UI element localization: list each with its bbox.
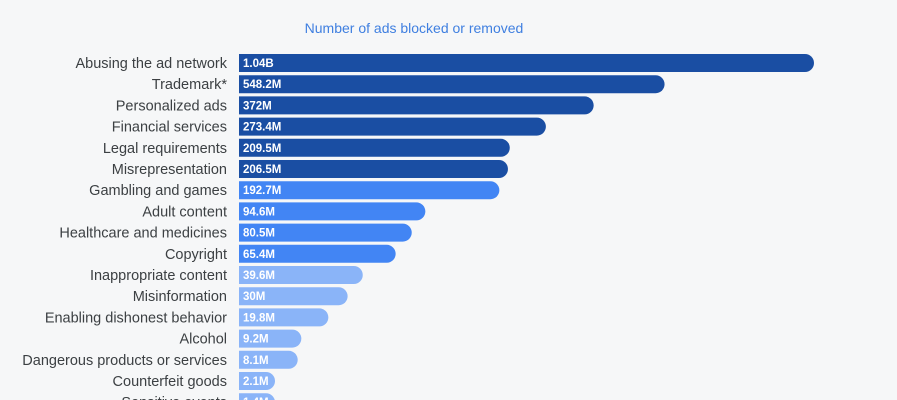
bar-row: Legal requirements 209.5M xyxy=(103,138,510,157)
bar-row: Personalized ads 372M xyxy=(116,96,594,115)
data-label: 30M xyxy=(243,291,265,303)
bar-row: Trademark* 548.2M xyxy=(152,75,665,94)
data-label: 1.04B xyxy=(243,58,274,70)
bar xyxy=(239,244,396,263)
data-label: 65.4M xyxy=(243,249,275,261)
category-label: Adult content xyxy=(142,204,227,220)
bar xyxy=(239,350,298,369)
data-label: 192.7M xyxy=(243,185,281,197)
category-label: Legal requirements xyxy=(103,141,227,157)
data-label: 548.2M xyxy=(243,79,281,91)
category-label: Misrepresentation xyxy=(112,162,227,178)
bar xyxy=(239,202,426,221)
category-label: Dangerous products or services xyxy=(22,353,227,369)
bar xyxy=(239,266,363,284)
data-label: 2.1M xyxy=(243,376,269,388)
bar xyxy=(239,117,546,136)
bar-row: Counterfeit goods 2.1M xyxy=(113,372,275,390)
category-label: Trademark* xyxy=(152,77,228,93)
bar xyxy=(239,393,275,400)
bar-row: Sensitive events 1.4M xyxy=(121,393,275,400)
bar-row: Inappropriate content 39.6M xyxy=(90,266,363,284)
category-label: Misinformation xyxy=(133,289,227,305)
bar-row: Adult content 94.6M xyxy=(142,202,426,221)
category-label: Healthcare and medicines xyxy=(59,226,227,242)
bar-row: Dangerous products or services 8.1M xyxy=(22,350,298,369)
bar xyxy=(239,75,665,94)
bar xyxy=(239,96,594,115)
bar xyxy=(239,223,412,242)
category-label: Abusing the ad network xyxy=(75,56,227,72)
data-label: 372M xyxy=(243,100,272,112)
data-label: 1.4M xyxy=(243,397,269,400)
bar-row: Alcohol 9.2M xyxy=(179,329,302,348)
data-label: 19.8M xyxy=(243,312,275,324)
bar xyxy=(239,160,508,178)
bar xyxy=(239,329,302,348)
category-label: Enabling dishonest behavior xyxy=(45,310,227,326)
bar xyxy=(239,181,500,200)
data-label: 94.6M xyxy=(243,206,275,218)
bar xyxy=(239,372,275,390)
bar-row: Abusing the ad network 1.04B xyxy=(75,54,814,72)
category-label: Sensitive events xyxy=(121,395,227,400)
category-label: Alcohol xyxy=(179,332,227,348)
category-label: Counterfeit goods xyxy=(113,374,227,390)
bar xyxy=(239,287,348,306)
chart-title: Number of ads blocked or removed xyxy=(305,20,524,36)
bar-row: Healthcare and medicines 80.5M xyxy=(59,223,412,242)
category-label: Inappropriate content xyxy=(90,268,227,284)
category-label: Gambling and games xyxy=(89,183,227,199)
category-label: Financial services xyxy=(112,120,227,136)
category-label: Copyright xyxy=(165,247,227,263)
data-label: 273.4M xyxy=(243,122,281,134)
data-label: 9.2M xyxy=(243,334,269,346)
bar xyxy=(239,308,329,327)
bar-row: Misinformation 30M xyxy=(133,287,348,306)
bar-row: Copyright 65.4M xyxy=(165,244,396,263)
bar xyxy=(239,138,510,157)
bar-row: Enabling dishonest behavior 19.8M xyxy=(45,308,329,327)
data-label: 8.1M xyxy=(243,355,269,367)
bar-row: Financial services 273.4M xyxy=(112,117,546,136)
bars-layer: Abusing the ad network 1.04B Trademark* 548… xyxy=(22,54,814,400)
category-label: Personalized ads xyxy=(116,98,227,114)
data-label: 206.5M xyxy=(243,164,281,176)
bar-row: Gambling and games 192.7M xyxy=(89,181,500,200)
data-label: 209.5M xyxy=(243,143,281,155)
data-label: 80.5M xyxy=(243,228,275,240)
data-label: 39.6M xyxy=(243,270,275,282)
bar xyxy=(239,54,814,72)
bar-row: Misrepresentation 206.5M xyxy=(112,160,508,178)
